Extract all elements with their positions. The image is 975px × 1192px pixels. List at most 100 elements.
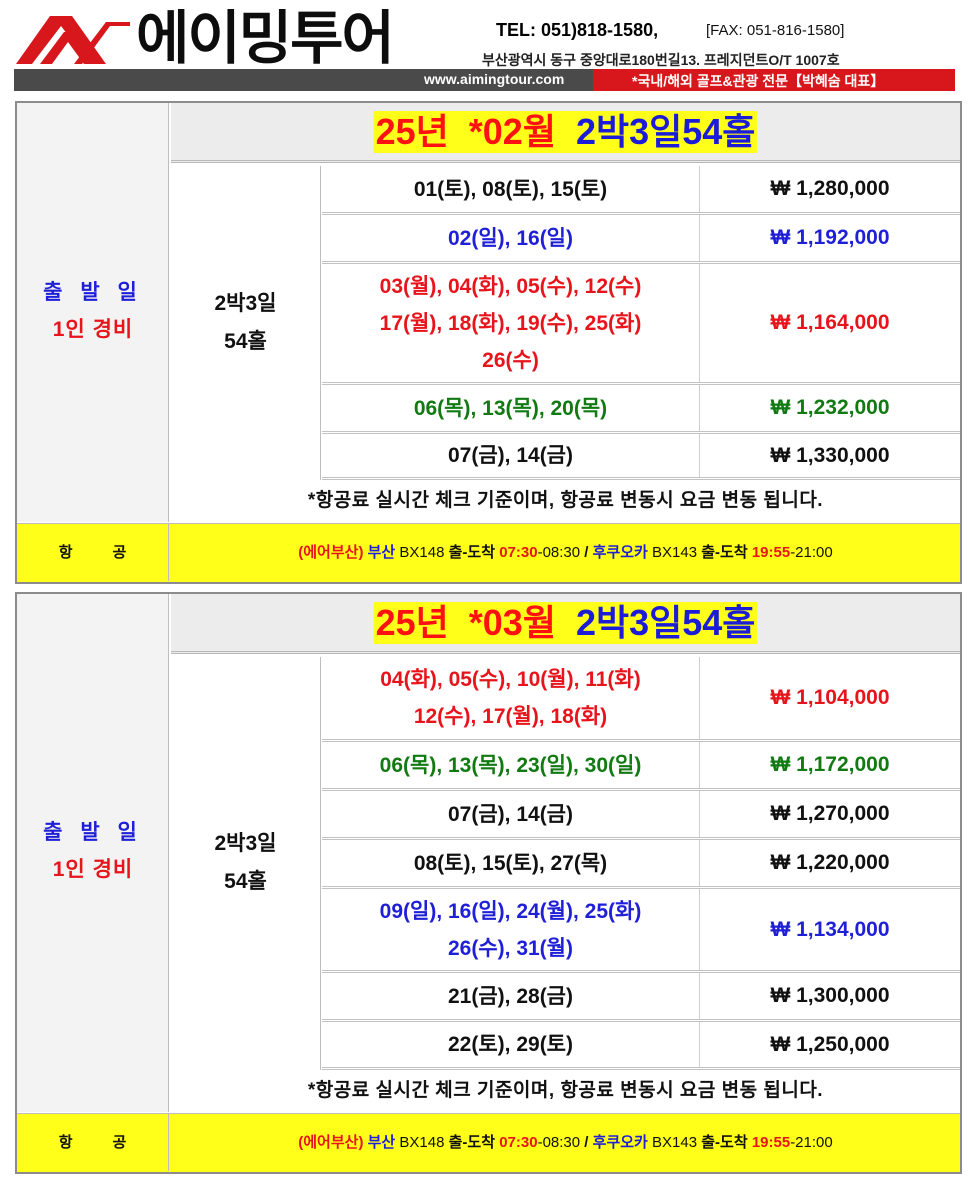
price-row: 02(일), 16(일) ₩ 1,192,000 (322, 215, 960, 264)
tour-price: ₩ 1,330,000 (770, 443, 890, 467)
departure-arrival-time: -08:30 (537, 1134, 581, 1151)
schedule-block-march: 출 발 일 1인 경비 25년 *03월 2박3일54홀 2박3일 54홀 04… (15, 592, 962, 1174)
return-arrival-time: -21:00 (790, 1134, 833, 1151)
return-type: 출-도착 (701, 544, 748, 561)
tour-price: ₩ 1,192,000 (770, 226, 890, 249)
departure-dates: 22(토), 29(토) (322, 1022, 700, 1067)
price-row: 21(금), 28(금) ₩ 1,300,000 (322, 973, 960, 1022)
departure-arrival-time: -08:30 (537, 544, 581, 561)
schedule-label: 2박3일 54홀 (171, 166, 321, 480)
flight-label-char: 공 (112, 1134, 127, 1151)
block-title: 25년 *02월 2박3일54홀 (171, 103, 960, 163)
departure-type: 출-도착 (448, 544, 496, 561)
return-flight-number: BX143 (652, 1134, 698, 1151)
price-row: 04(화), 05(수), 10(월), 11(화) 12(수), 17(월),… (322, 657, 960, 742)
price-row: 08(토), 15(토), 27(목) ₩ 1,220,000 (322, 840, 960, 889)
departure-flight-number: BX148 (399, 544, 445, 561)
departure-dates: 06(목), 13(목), 23(일), 30(일) (322, 742, 700, 788)
departure-dates: 06(목), 13(목), 20(목) (322, 385, 700, 431)
tour-price: ₩ 1,300,000 (770, 984, 890, 1007)
schedule-label: 2박3일 54홀 (171, 657, 321, 1070)
phone-number: TEL: 051)818-1580, (496, 20, 659, 40)
flight-label-char: 공 (112, 544, 127, 561)
dates-line: 09(일), 16(일), 24(월), 25(화) (379, 899, 642, 923)
departure-dates: 08(토), 15(토), 27(목) (322, 840, 700, 886)
dates-line: 12(수), 17(월), 18(화) (413, 705, 608, 728)
tour-price: ₩ 1,172,000 (770, 753, 890, 776)
website-link[interactable]: www.aimingtour.com (424, 71, 565, 87)
dates-line: 26(수) (482, 348, 539, 372)
title-highlight: 25년 *03월 2박3일54홀 (373, 602, 758, 644)
airline-name: (에어부산) (298, 544, 364, 561)
tour-price: ₩ 1,280,000 (770, 177, 890, 200)
price-row: 06(목), 13(목), 23(일), 30(일) ₩ 1,172,000 (322, 742, 960, 791)
price-row: 07(금), 14(금) ₩ 1,330,000 (322, 434, 960, 480)
flight-details: (에어부산) 부산 BX148 출-도착 07:30-08:30 / 후쿠오카 … (171, 524, 960, 581)
departure-date-label: 출 발 일 (43, 281, 143, 304)
header-bar-dark (14, 69, 593, 91)
company-slogan: *국내/해외 골프&관광 전문【박혜숨 대표】 (632, 73, 885, 89)
flight-label-char: 항 (58, 1134, 73, 1151)
price-row: 07(금), 14(금) ₩ 1,270,000 (322, 791, 960, 840)
company-address: 부산광역시 동구 중앙대로180번길13. 프레지던트O/T 1007호 (482, 52, 840, 68)
title-product: 2박3일54홀 (575, 602, 756, 643)
schedule-holes: 54홀 (224, 330, 267, 353)
departure-type: 출-도착 (448, 1134, 496, 1151)
aiming-logo-icon (16, 16, 130, 64)
flight-separator: / (584, 544, 589, 561)
departure-dates: 21(금), 28(금) (322, 973, 700, 1019)
tour-price: ₩ 1,164,000 (770, 311, 890, 334)
title-month: *03월 (468, 602, 556, 643)
departure-time: 07:30 (499, 544, 538, 561)
schedule-holes: 54홀 (224, 870, 267, 893)
departure-dates: 09(일), 16(일), 24(월), 25(화) 26(수), 31(월) (322, 889, 700, 970)
return-time: 19:55 (751, 1134, 791, 1151)
airline-name: (에어부산) (298, 1134, 364, 1151)
brand-name: 에이밍투어 (136, 4, 395, 72)
airfare-note: *항공료 실시간 체크 기준이며, 항공료 변동시 요금 변동 됩니다. (307, 1080, 824, 1101)
schedule-block-february: 출 발 일 1인 경비 25년 *02월 2박3일54홀 2박3일 54홀 01… (15, 101, 962, 584)
departure-dates: 02(일), 16(일) (322, 215, 700, 261)
tour-price: ₩ 1,232,000 (770, 396, 890, 419)
departure-dates: 01(토), 08(토), 15(토) (322, 166, 700, 212)
header-bar-red (593, 69, 955, 91)
return-city: 후쿠오카 (592, 1134, 648, 1151)
dates-line: 03(월), 04(화), 05(수), 12(수) (379, 274, 642, 298)
return-arrival-time: -21:00 (790, 544, 833, 561)
title-product: 2박3일54홀 (575, 111, 756, 152)
title-month: *02월 (468, 111, 556, 152)
title-year: 25년 (375, 602, 449, 643)
departure-cost-label: 출 발 일 1인 경비 (17, 274, 169, 348)
tour-price: ₩ 1,104,000 (770, 686, 890, 709)
return-time: 19:55 (751, 544, 791, 561)
price-row: 22(토), 29(토) ₩ 1,250,000 (322, 1022, 960, 1070)
departure-dates: 03(월), 04(화), 05(수), 12(수) 17(월), 18(화),… (322, 264, 700, 382)
title-year: 25년 (375, 111, 449, 152)
flight-separator: / (584, 1134, 589, 1151)
dates-line: 04(화), 05(수), 10(월), 11(화) (380, 668, 641, 691)
left-column: 출 발 일 1인 경비 (17, 594, 169, 1112)
per-person-cost-label: 1인 경비 (52, 318, 134, 341)
price-row: 09(일), 16(일), 24(월), 25(화) 26(수), 31(월) … (322, 889, 960, 973)
return-city: 후쿠오카 (592, 544, 648, 561)
departure-time: 07:30 (499, 1134, 538, 1151)
per-person-cost-label: 1인 경비 (52, 858, 134, 881)
flight-details: (에어부산) 부산 BX148 출-도착 07:30-08:30 / 후쿠오카 … (171, 1114, 960, 1171)
price-row: 01(토), 08(토), 15(토) ₩ 1,280,000 (322, 166, 960, 215)
return-flight-number: BX143 (652, 544, 698, 561)
departure-flight-number: BX148 (399, 1134, 445, 1151)
airfare-note: *항공료 실시간 체크 기준이며, 항공료 변동시 요금 변동 됩니다. (307, 490, 824, 511)
tour-price: ₩ 1,134,000 (770, 917, 890, 941)
tour-price: ₩ 1,250,000 (770, 1032, 890, 1056)
return-type: 출-도착 (701, 1134, 748, 1151)
departure-dates: 07(금), 14(금) (322, 434, 700, 477)
schedule-nights: 2박3일 (214, 832, 277, 855)
block-title: 25년 *03월 2박3일54홀 (171, 594, 960, 654)
flight-label-char: 항 (58, 544, 73, 561)
departure-dates: 07(금), 14(금) (322, 791, 700, 837)
departure-dates: 04(화), 05(수), 10(월), 11(화) 12(수), 17(월),… (322, 657, 700, 739)
